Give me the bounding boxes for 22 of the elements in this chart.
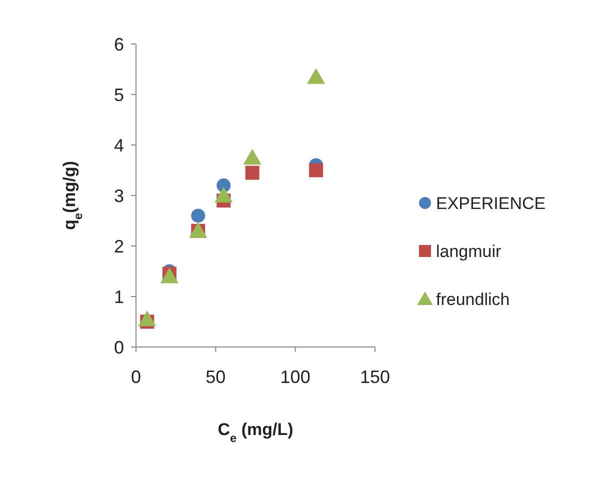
y-tick-label: 1 [114,286,124,307]
x-axis-title: C$_{e}$ (mg/L) [218,420,294,445]
point [309,163,324,178]
y-tick-label: 0 [114,337,124,358]
point [306,68,326,84]
x-tick-label: 50 [206,367,226,387]
x-tick-label: 100 [280,367,310,387]
x-tick-label: 0 [130,367,142,387]
y-tick-label: 2 [114,236,124,256]
point [245,166,260,180]
legend-label: langmuir [436,242,502,261]
legend-label: freundlich [436,290,510,309]
point [138,310,156,326]
y-tick-label: 3 [114,186,124,206]
legend-label: EXPERIENCE [436,194,546,213]
point [191,208,206,223]
y-tick-label: 4 [114,135,124,156]
y-tick-label: 6 [114,34,124,54]
y-tick-label: 5 [114,84,124,105]
point [214,186,233,202]
x-tick-label: 150 [360,367,390,387]
point [243,148,262,165]
